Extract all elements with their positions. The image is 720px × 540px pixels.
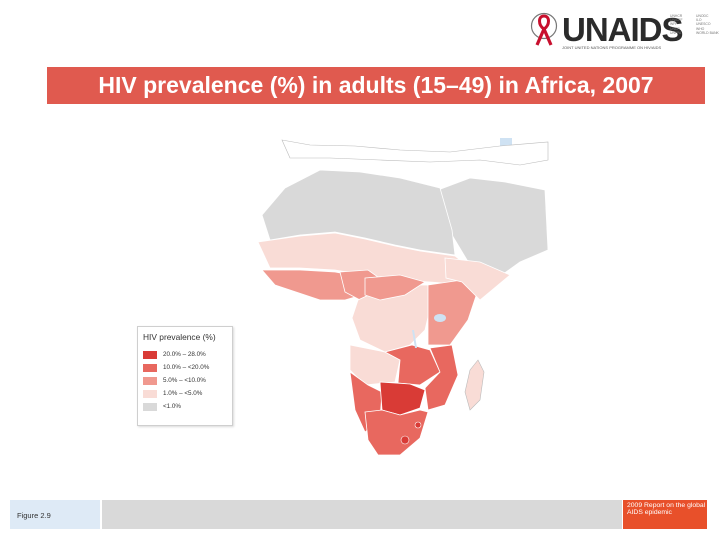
map-outline-europe (281, 139, 549, 166)
footer-bar: Figure 2.9 2009 Report on the global AID… (0, 500, 720, 530)
map-legend: HIV prevalence (%) 20.0% – 28.0% 10.0% –… (137, 326, 233, 426)
map-region-north-africa (261, 169, 456, 256)
map-region-swaziland (414, 421, 422, 429)
figure-box: Figure 2.9 (10, 500, 100, 529)
legend-label: 10.0% – <20.0% (163, 364, 210, 371)
legend-swatch (143, 364, 157, 372)
unaids-logo: UNAIDS JOINT UNITED NATIONS PROGRAMME ON… (530, 8, 720, 52)
legend-item: 10.0% – <20.0% (143, 364, 231, 374)
map-region-madagascar (464, 359, 485, 411)
legend-item: 1.0% – <5.0% (143, 390, 231, 400)
figure-label: Figure 2.9 (17, 511, 51, 520)
title-banner: HIV prevalence (%) in adults (15–49) in … (47, 67, 705, 104)
legend-swatch (143, 377, 157, 385)
logo-partners-col2: UNODC ILO UNESCO WHO WORLD BANK (696, 14, 719, 35)
map-region-cameroon (364, 274, 426, 301)
red-ribbon-icon (530, 12, 558, 46)
legend-title: HIV prevalence (%) (143, 332, 216, 342)
map-region-mozambique (424, 344, 459, 411)
legend-label: 5.0% – <10.0% (163, 377, 206, 384)
slide-title: HIV prevalence (%) in adults (15–49) in … (98, 72, 654, 98)
legend-swatch (143, 390, 157, 398)
legend-item: <1.0% (143, 403, 231, 413)
legend-swatch (143, 403, 157, 411)
legend-label: 1.0% – <5.0% (163, 390, 203, 397)
map-region-horn-of-africa (444, 257, 511, 301)
footer-divider (102, 500, 622, 529)
logo-wordmark: UNAIDS (562, 11, 684, 48)
legend-label: 20.0% – 28.0% (163, 351, 206, 358)
africa-map (220, 112, 560, 482)
legend-label: <1.0% (163, 403, 182, 410)
legend-item: 5.0% – <10.0% (143, 377, 231, 387)
map-region-south-africa (364, 409, 429, 456)
map-lake-victoria (434, 314, 446, 322)
legend-item: 20.0% – 28.0% (143, 351, 231, 361)
report-box: 2009 Report on the global AIDS epidemic (623, 500, 707, 529)
legend-swatch (143, 351, 157, 359)
map-lake-tanganyika (412, 330, 417, 348)
logo-partners-col1: UNHCR UNICEF WFP UNDP UNFPA (670, 14, 683, 35)
map-region-lesotho (400, 435, 410, 445)
logo-tagline: JOINT UNITED NATIONS PROGRAMME ON HIV/AI… (562, 45, 662, 50)
report-label: 2009 Report on the global AIDS epidemic (627, 502, 706, 517)
